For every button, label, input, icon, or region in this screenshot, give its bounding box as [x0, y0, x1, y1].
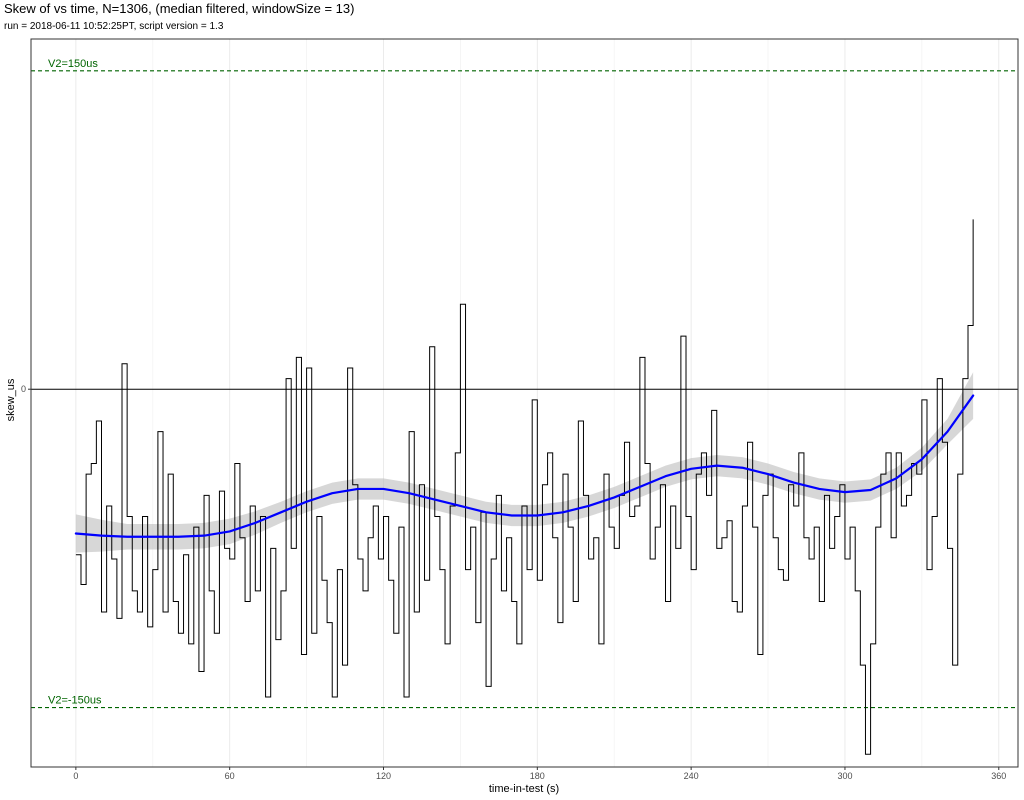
x-tick-label: 0: [73, 771, 78, 781]
chart-subtitle: run = 2018-06-11 10:52:25PT, script vers…: [4, 21, 224, 32]
raw-series-layer: [75, 219, 974, 755]
confidence-band: [75, 372, 974, 553]
ci-layer: [75, 372, 974, 553]
raw-skew-line: [75, 219, 974, 755]
smooth-fit-line: [74, 394, 975, 538]
x-axis-title: time-in-test (s): [489, 783, 559, 795]
x-tick-label: 240: [684, 771, 699, 781]
chart-title: Skew of vs time, N=1306, (median filtere…: [4, 1, 355, 16]
x-tick-label: 60: [225, 771, 235, 781]
y-axis-title: skew_us: [5, 378, 17, 421]
x-tick-label: 360: [991, 771, 1006, 781]
threshold-label: V2=-150us: [48, 695, 102, 707]
smooth-series-layer: [74, 394, 975, 538]
x-tick-label: 180: [530, 771, 545, 781]
plot-panel: [31, 39, 1018, 767]
x-tick-label: 300: [837, 771, 852, 781]
threshold-label: V2=150us: [48, 58, 98, 70]
x-tick-label: 120: [376, 771, 391, 781]
axis-layer: 0 60 120 180 240 300 360 0: [21, 384, 1006, 781]
y-tick-label: 0: [21, 384, 26, 394]
reference-lines: V2=150us V2=-150us: [31, 58, 1018, 709]
plot-border: [30, 38, 1019, 768]
